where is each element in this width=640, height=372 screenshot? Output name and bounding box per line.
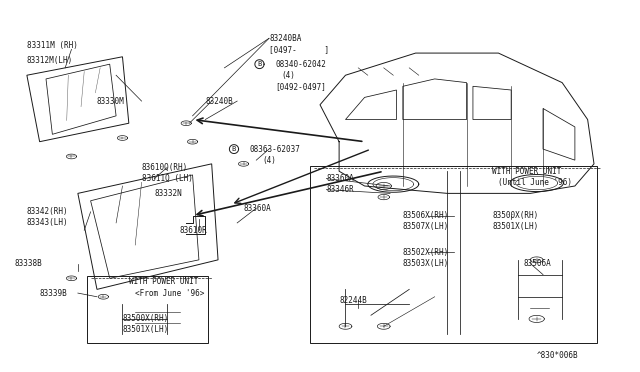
Text: 83506X(RH): 83506X(RH) [403,211,449,220]
Text: 83330M: 83330M [97,97,125,106]
Text: 83339B: 83339B [40,289,67,298]
Text: 83501X(LH): 83501X(LH) [122,326,169,334]
Text: [0492-0497]: [0492-0497] [275,82,326,91]
Text: 83360A: 83360A [244,203,271,213]
Text: 83240BA: 83240BA [269,34,301,43]
Text: 83346R: 83346R [326,185,354,194]
Text: WITH POWER UNIT: WITH POWER UNIT [492,167,561,176]
Text: <From June '96>: <From June '96> [135,289,205,298]
Text: 83502X(RH): 83502X(RH) [403,248,449,257]
Text: 83312M(LH): 83312M(LH) [27,56,73,65]
Text: 83610Q(RH): 83610Q(RH) [141,163,188,172]
Text: 83343(LH): 83343(LH) [27,218,68,227]
Text: 83610R: 83610R [180,226,207,235]
Text: 83611Q (LH): 83611Q (LH) [141,174,193,183]
Text: 83506A: 83506A [524,259,552,268]
Text: 83332N: 83332N [154,189,182,198]
Text: 83338B: 83338B [14,259,42,268]
Text: 83503X(LH): 83503X(LH) [403,259,449,268]
Text: WITH POWER UNIT: WITH POWER UNIT [129,278,198,286]
Text: (Until June '96): (Until June '96) [499,178,572,187]
Text: 08363-62037: 08363-62037 [250,145,301,154]
Text: 83311M (RH): 83311M (RH) [27,41,77,50]
Text: 83360A: 83360A [326,174,354,183]
Text: (4): (4) [262,155,276,165]
Text: [0497-      ]: [0497- ] [269,45,329,54]
Text: B: B [257,61,262,67]
Text: B: B [232,146,236,152]
Text: 83507X(LH): 83507X(LH) [403,222,449,231]
Text: 83240B: 83240B [205,97,233,106]
Text: ^830*006B: ^830*006B [537,351,579,360]
Text: 08340-62042: 08340-62042 [275,60,326,69]
Text: 83500X(RH): 83500X(RH) [122,314,169,323]
Text: 83500X(RH): 83500X(RH) [492,211,538,220]
Text: 83342(RH): 83342(RH) [27,207,68,217]
Text: (4): (4) [282,71,296,80]
Text: 83501X(LH): 83501X(LH) [492,222,538,231]
Text: 82244B: 82244B [339,296,367,305]
